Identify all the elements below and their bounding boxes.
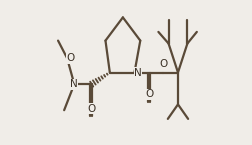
Text: O: O (159, 59, 167, 69)
Text: O: O (145, 89, 153, 99)
Text: O: O (66, 53, 75, 63)
Text: N: N (69, 79, 77, 89)
Text: N: N (134, 68, 141, 77)
Text: O: O (87, 104, 96, 114)
